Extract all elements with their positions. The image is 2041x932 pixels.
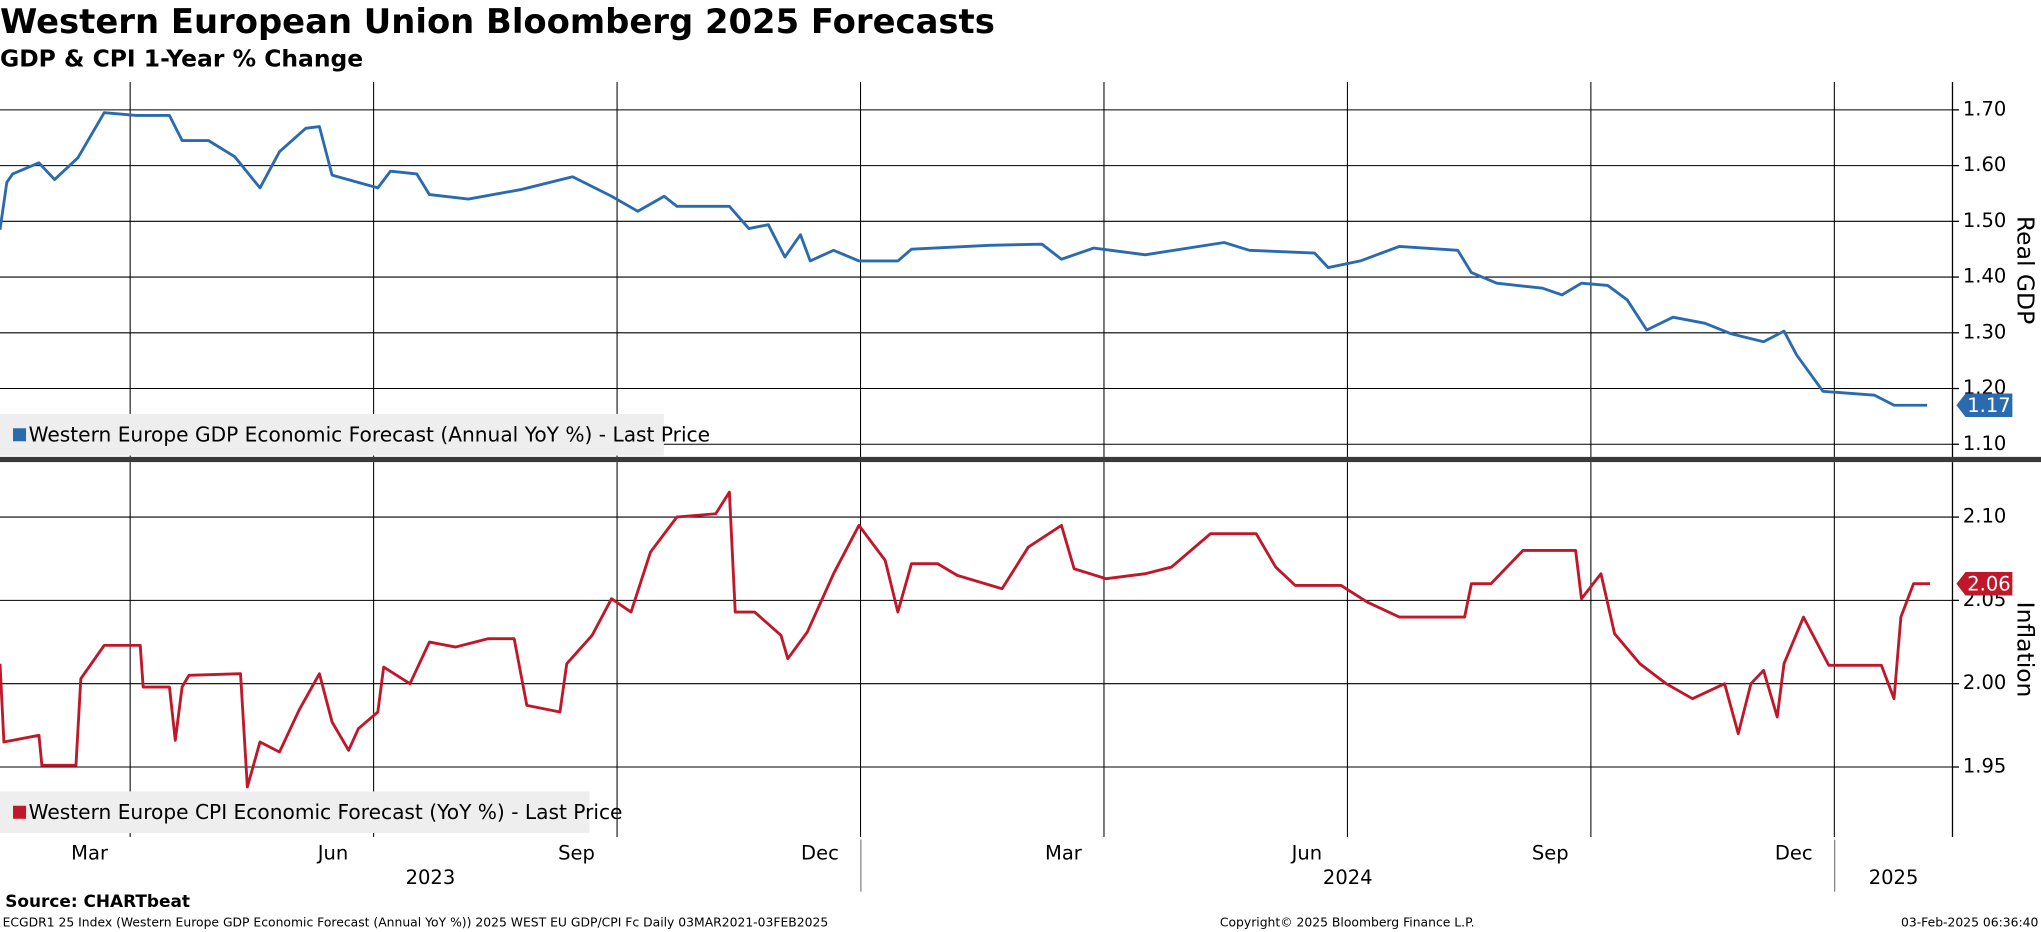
year-label: 2023 [406,866,456,889]
y-axis-title: Real GDP [2012,216,2040,324]
legend-swatch [13,428,27,442]
year-label: 2025 [1869,866,1919,889]
y-tick-label: 2.10 [1963,505,2006,528]
legend-label: Western Europe CPI Economic Forecast (Yo… [29,800,623,824]
last-value-badge [1956,572,2013,596]
timestamp: 03-Feb-2025 06:36:40 [1901,915,2039,929]
chart-title: Western European Union Bloomberg 2025 Fo… [0,2,995,41]
footer-description: ECGDR1 25 Index (Western Europe GDP Econ… [3,915,829,929]
data-line [0,111,1928,407]
x-tick-label: Dec [801,841,839,864]
panel-separator [0,456,2041,463]
y-tick-label: 1.40 [1963,265,2006,288]
y-tick-label: 1.60 [1963,153,2006,176]
last-value-label: 1.17 [1967,394,2010,417]
year-label: 2024 [1323,866,1373,889]
y-tick-label: 1.95 [1963,754,2006,777]
y-tick-label: 1.10 [1963,432,2006,455]
y-tick-label: 1.20 [1963,376,2006,399]
legend-swatch [13,805,27,819]
y-tick-label: 1.30 [1963,320,2006,343]
y-tick-label: 2.00 [1963,671,2006,694]
copyright: Copyright© 2025 Bloomberg Finance L.P. [1220,915,1475,929]
last-value-label: 2.06 [1967,573,2010,596]
data-line [0,490,1931,789]
legend-box [0,791,590,834]
x-tick-label: Jun [1290,841,1322,864]
last-value-badge [1956,393,2013,417]
y-tick-label: 1.50 [1963,209,2006,232]
legend-label: Western Europe GDP Economic Forecast (An… [29,423,710,447]
x-tick-label: Jun [316,841,348,864]
x-tick-label: Dec [1775,841,1813,864]
y-axis-title: Inflation [2012,602,2040,698]
x-tick-label: Mar [1045,841,1083,864]
x-tick-label: Sep [558,841,595,864]
x-tick-label: Sep [1532,841,1569,864]
y-tick-label: 1.70 [1963,97,2006,120]
x-tick-label: Mar [71,841,109,864]
legend-box [0,413,664,456]
chart-subtitle: GDP & CPI 1-Year % Change [0,44,363,72]
source: Source: CHARTbeat [5,891,190,911]
